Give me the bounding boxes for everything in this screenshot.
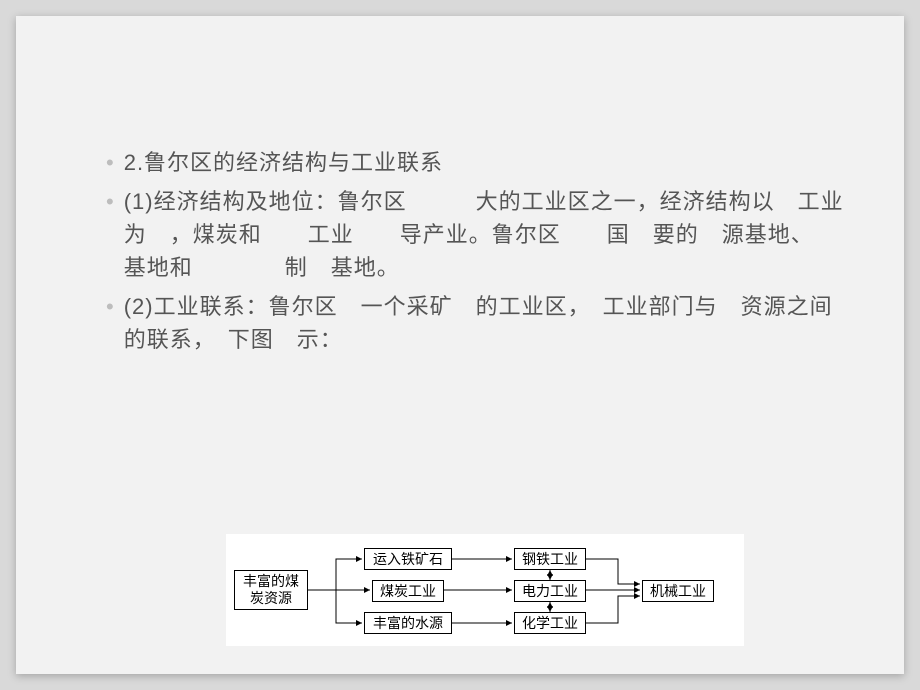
- flowchart-node-coal: 丰富的煤炭资源: [234, 570, 308, 610]
- flowchart-node-coalind: 煤炭工业: [372, 580, 444, 602]
- bullet-dot-icon: •: [106, 290, 114, 323]
- flowchart-node-steel: 钢铁工业: [514, 548, 586, 570]
- bullet-item: • 2.鲁尔区的经济结构与工业联系: [106, 146, 844, 179]
- flowchart-diagram: 丰富的煤炭资源 运入铁矿石煤炭工业丰富的水源 钢铁工业电力工业化学工业 机械工业: [226, 534, 744, 646]
- bullet-item: • (1)经济结构及地位：鲁尔区 大的工业区之一，经济结构以 工业为 ，煤炭和 …: [106, 185, 844, 284]
- bullet-dot-icon: •: [106, 146, 114, 179]
- flowchart-node-chem: 化学工业: [514, 612, 586, 634]
- flowchart-node-iron: 运入铁矿石: [364, 548, 452, 570]
- bullet-dot-icon: •: [106, 185, 114, 218]
- bullet-text-1: 2.鲁尔区的经济结构与工业联系: [124, 146, 844, 179]
- flowchart-node-mech: 机械工业: [642, 580, 714, 602]
- slide-container: • 2.鲁尔区的经济结构与工业联系 • (1)经济结构及地位：鲁尔区 大的工业区…: [16, 16, 904, 674]
- bullet-item: • (2)工业联系：鲁尔区 一个采矿 的工业区， 工业部门与 资源之间 的联系，…: [106, 290, 844, 356]
- bullet-text-3: (2)工业联系：鲁尔区 一个采矿 的工业区， 工业部门与 资源之间 的联系， 下…: [124, 290, 844, 356]
- bullet-text-2: (1)经济结构及地位：鲁尔区 大的工业区之一，经济结构以 工业为 ，煤炭和 工业…: [124, 185, 844, 284]
- flowchart-node-power: 电力工业: [514, 580, 586, 602]
- flowchart-node-water: 丰富的水源: [364, 612, 452, 634]
